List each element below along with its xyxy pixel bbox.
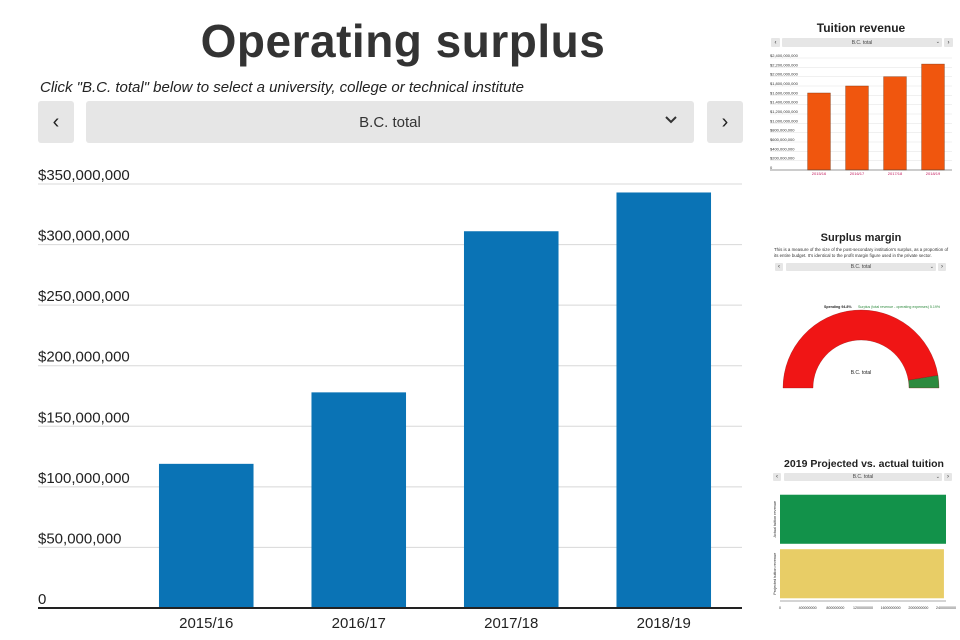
x-tick-label: 0: [779, 606, 781, 610]
y-tick-label: $50,000,000: [38, 530, 121, 547]
y-tick-label: $1,600,000,000: [770, 90, 799, 95]
x-tick-label: 2018/19: [926, 171, 941, 176]
margin-chart-title: Surplus margin: [820, 232, 902, 244]
y-tick-label: $1,000,000,000: [770, 118, 799, 123]
chevron-down-icon: ⌄: [929, 264, 934, 270]
bar: [780, 549, 944, 599]
x-tick-label: 400000000: [799, 606, 817, 610]
gauge-slice: [908, 375, 940, 389]
chevron-left-icon: ‹: [778, 264, 780, 270]
x-tick-label: 2016/17: [850, 171, 865, 176]
chevron-left-icon: ‹: [774, 39, 777, 46]
x-tick-label: 2015/16: [812, 171, 827, 176]
projected-vs-actual-chart: Actual tuition revenue Projected tuition …: [773, 494, 956, 610]
projected-next-button[interactable]: ›: [944, 473, 952, 481]
y-category-label: Actual tuition revenue: [773, 501, 777, 538]
projected-prev-button[interactable]: ‹: [773, 473, 781, 481]
gauge-slice: [782, 309, 939, 389]
bar: [883, 76, 907, 171]
bar: [311, 392, 407, 608]
y-tick-label: $250,000,000: [38, 288, 130, 305]
tuition-prev-button[interactable]: ‹: [771, 38, 780, 47]
x-tick-label: 2400000000: [936, 606, 956, 610]
surplus-margin-gauge: Spending 94.8% Surplus (total revenue - o…: [782, 305, 941, 389]
chevron-right-icon: ›: [947, 474, 949, 480]
y-tick-label: $600,000,000: [770, 137, 795, 142]
legend-spending: Spending 94.8%: [824, 305, 852, 309]
instruction-text: Click "B.C. total" below to select a uni…: [40, 79, 524, 96]
y-tick-label: 0: [38, 591, 46, 608]
margin-prev-button[interactable]: ‹: [775, 263, 783, 271]
main-panel: Operating surplus Click "B.C. total" bel…: [38, 15, 743, 632]
x-tick-label: 2017/18: [888, 171, 903, 176]
y-tick-label: $300,000,000: [38, 228, 130, 245]
bar: [780, 494, 946, 544]
gauge-center-label: B.C. total: [851, 370, 872, 376]
bar: [158, 463, 254, 608]
page-title: Operating surplus: [200, 15, 606, 67]
y-tick-label: $1,400,000,000: [770, 100, 799, 105]
tuition-chart-title: Tuition revenue: [816, 21, 906, 35]
y-tick-label: $2,000,000,000: [770, 72, 799, 77]
tuition-select[interactable]: B.C. total ⌄: [782, 38, 942, 47]
next-button[interactable]: ›: [707, 101, 743, 143]
operating-surplus-chart: 0 $50,000,000 $100,000,000 $150,000,000 $200…: [38, 167, 742, 632]
margin-select-value: B.C. total: [850, 264, 872, 270]
chevron-left-icon: ‹: [776, 474, 778, 480]
margin-next-button[interactable]: ›: [938, 263, 946, 271]
y-tick-label: $200,000,000: [38, 349, 130, 366]
y-tick-label: $1,800,000,000: [770, 81, 799, 86]
y-tick-label: $800,000,000: [770, 128, 795, 133]
bar: [463, 231, 559, 608]
tuition-select-value: B.C. total: [851, 39, 873, 46]
chevron-right-icon: ›: [941, 264, 943, 270]
y-tick-label: $2,400,000,000: [770, 53, 799, 58]
institution-select-value: B.C. total: [359, 113, 421, 131]
chevron-left-icon: ‹: [52, 110, 60, 133]
y-category-label: Projected tuition revenue: [773, 553, 777, 595]
bar: [616, 192, 712, 609]
y-tick-label: 0: [770, 165, 773, 170]
tuition-next-button[interactable]: ›: [944, 38, 953, 47]
chevron-right-icon: ›: [721, 110, 729, 133]
x-tick-label: 2017/18: [484, 615, 538, 632]
y-tick-label: $1,200,000,000: [770, 109, 799, 114]
y-tick-label: $350,000,000: [38, 167, 130, 184]
x-tick-label: 2016/17: [332, 615, 386, 632]
prev-button[interactable]: ‹: [38, 101, 74, 143]
margin-select[interactable]: B.C. total ⌄: [786, 263, 936, 271]
bar: [807, 92, 831, 171]
x-tick-label: 2000000000: [908, 606, 928, 610]
institution-select[interactable]: B.C. total: [86, 101, 694, 143]
y-tick-label: $2,200,000,000: [770, 62, 799, 67]
bar: [921, 63, 945, 171]
bar: [845, 85, 869, 171]
x-tick-label: 800000000: [826, 606, 844, 610]
x-tick-label: 1200000000: [853, 606, 873, 610]
y-tick-label: $200,000,000: [770, 156, 795, 161]
projected-select-value: B.C. total: [852, 474, 874, 480]
chevron-down-icon: [664, 113, 678, 130]
chevron-down-icon: ⌄: [935, 474, 940, 480]
x-tick-label: 2015/16: [179, 615, 233, 632]
projected-select[interactable]: B.C. total ⌄: [784, 473, 942, 481]
chevron-right-icon: ›: [947, 39, 950, 46]
y-tick-label: $400,000,000: [770, 146, 795, 151]
chevron-down-icon: ⌄: [935, 39, 940, 45]
y-tick-label: $150,000,000: [38, 409, 130, 426]
x-tick-label: 1600000000: [881, 606, 901, 610]
y-tick-label: $100,000,000: [38, 470, 130, 487]
tuition-revenue-chart: 0 $200,000,000 $400,000,000 $600,000,000 $80…: [770, 53, 952, 176]
legend-surplus: Surplus (total revenue - operating expen…: [858, 305, 941, 309]
x-tick-label: 2018/19: [637, 615, 691, 632]
margin-description: This is a measure of the size of the pos…: [774, 247, 949, 258]
